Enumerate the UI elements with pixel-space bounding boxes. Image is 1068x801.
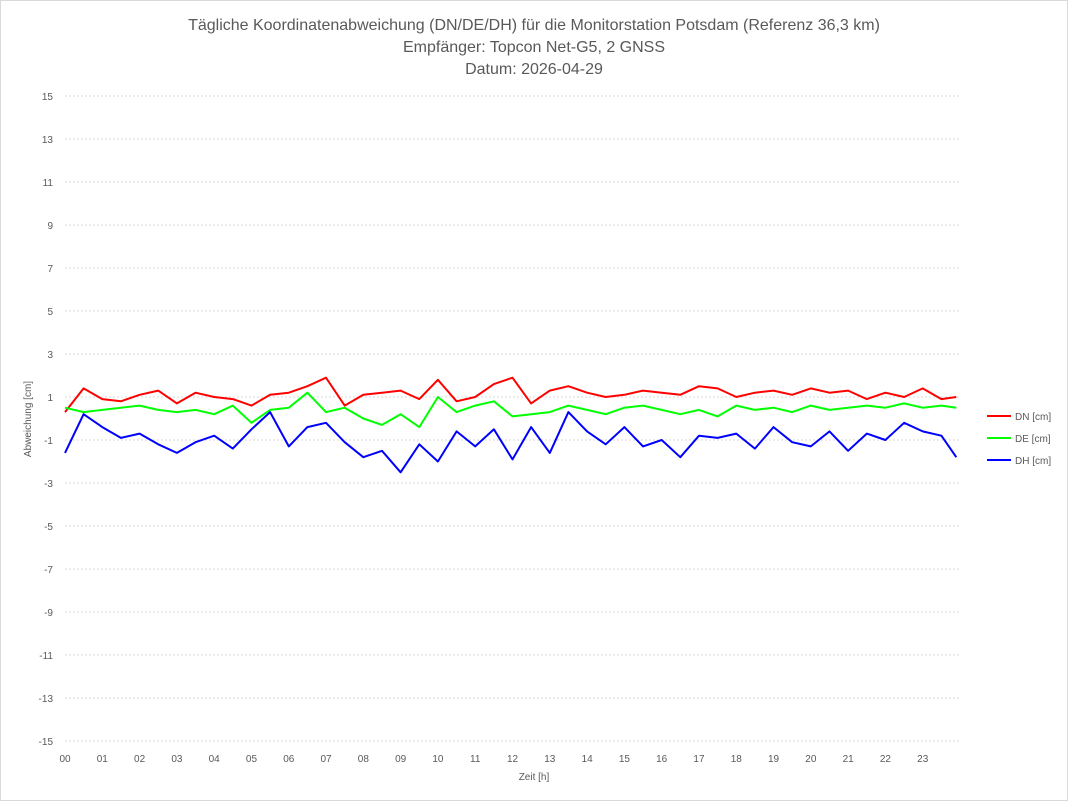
x-tick-label: 02 — [134, 754, 146, 765]
x-tick-label: 07 — [320, 754, 332, 765]
x-tick-label: 13 — [544, 754, 556, 765]
series-line — [64, 391, 957, 429]
y-tick-label: 13 — [42, 135, 54, 146]
x-tick-label: 09 — [395, 754, 407, 765]
y-tick-label: 11 — [43, 178, 54, 189]
y-tick-label: -3 — [44, 479, 53, 490]
chart-title-line-2: Empfänger: Topcon Net-G5, 2 GNSS — [403, 39, 665, 56]
x-tick-label: 14 — [582, 754, 594, 765]
x-tick-label: 15 — [619, 754, 631, 765]
x-tick-label: 01 — [97, 754, 109, 765]
y-tick-label: 5 — [47, 307, 53, 318]
chart-title-line-3: Datum: 2026-04-29 — [465, 61, 603, 78]
legend-entry: DE [cm] — [1015, 434, 1051, 445]
y-tick-label: -5 — [44, 522, 53, 533]
y-tick-label: -9 — [44, 608, 53, 619]
x-tick-label: 22 — [880, 754, 892, 765]
x-tick-label: 23 — [917, 754, 929, 765]
y-tick-label: -1 — [44, 436, 53, 447]
y-tick-label: 7 — [47, 264, 53, 275]
x-axis-ticks: 00 01 02 03 04 05 06 07 08 09 10 11 12 13 14 15 16 17 18 19… — [59, 754, 928, 765]
y-tick-label: 1 — [47, 393, 53, 404]
x-tick-label: 10 — [432, 754, 444, 765]
x-tick-label: 08 — [358, 754, 370, 765]
y-tick-label: -7 — [44, 565, 53, 576]
y-tick-label: -11 — [39, 651, 53, 662]
y-axis-ticks: 15 13 11 9 7 5 3 1 -1 -3 -5 -7 -9 -11 -13 -15 — [39, 92, 54, 748]
series-line — [64, 376, 957, 413]
y-tick-label: 15 — [42, 92, 54, 103]
legend-entry: DN [cm] — [1015, 412, 1051, 423]
x-tick-label: 21 — [843, 754, 855, 765]
x-axis-label: Zeit [h] — [519, 772, 550, 783]
y-tick-label: 3 — [47, 350, 53, 361]
y-axis-label: Abweichung [cm] — [23, 381, 34, 457]
chart-title-line-1: Tägliche Koordinatenabweichung (DN/DE/DH… — [188, 17, 880, 34]
x-tick-label: 19 — [768, 754, 780, 765]
chart-title: Tägliche Koordinatenabweichung (DN/DE/DH… — [188, 17, 880, 78]
y-tick-label: -13 — [39, 694, 54, 705]
x-tick-label: 18 — [731, 754, 743, 765]
x-tick-label: 04 — [209, 754, 221, 765]
gridlines — [65, 95, 960, 742]
x-tick-label: 06 — [283, 754, 295, 765]
y-tick-label: -15 — [39, 737, 54, 748]
legend-entry: DH [cm] — [1015, 456, 1051, 467]
x-tick-label: 11 — [470, 754, 481, 765]
x-tick-label: 20 — [805, 754, 817, 765]
x-tick-label: 00 — [59, 754, 71, 765]
series-line — [64, 411, 958, 474]
legend: DN [cm] DE [cm] DH [cm] — [987, 412, 1051, 467]
x-tick-label: 17 — [693, 754, 705, 765]
series-lines — [64, 376, 958, 474]
x-tick-label: 03 — [171, 754, 183, 765]
x-tick-label: 12 — [507, 754, 519, 765]
x-tick-label: 16 — [656, 754, 668, 765]
x-tick-label: 05 — [246, 754, 258, 765]
y-tick-label: 9 — [47, 221, 53, 232]
